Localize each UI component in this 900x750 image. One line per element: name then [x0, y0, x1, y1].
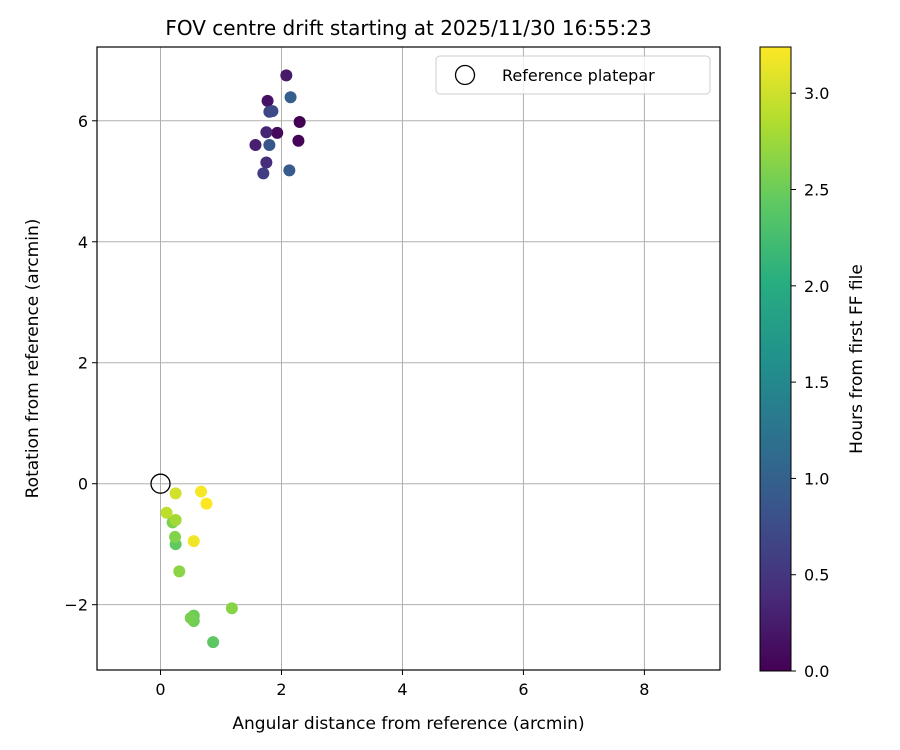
grid	[97, 47, 720, 670]
scatter-point	[169, 513, 182, 526]
legend-box	[435, 55, 711, 95]
colorbar-tick-label: 1.0	[804, 469, 829, 488]
y-tick-label: −2	[64, 596, 88, 615]
colorbar: 0.0 0.5 1.0 1.5 2.0 2.5 3.0 Hours from first F…	[759, 46, 867, 681]
scatter-points	[150, 69, 306, 649]
x-axis-label: Angular distance from reference (arcmin)	[232, 714, 584, 734]
y-tick-label: 2	[78, 354, 88, 373]
scatter-point	[187, 535, 200, 548]
y-axis: −2 0 2 4 6	[64, 112, 97, 615]
scatter-point	[293, 116, 306, 129]
colorbar-tick-label: 1.5	[804, 373, 829, 392]
scatter-point	[284, 91, 297, 104]
legend: Reference platepar	[435, 55, 711, 95]
scatter-point	[280, 69, 293, 82]
scatter-point	[195, 485, 208, 498]
plot-frame	[96, 46, 721, 671]
colorbar-gradient	[759, 46, 792, 672]
scatter-point	[292, 134, 305, 147]
scatter-point	[249, 138, 262, 151]
scatter-point	[260, 126, 273, 139]
scatter-point	[184, 611, 197, 624]
scatter-point	[173, 565, 186, 578]
scatter-point	[266, 105, 279, 118]
colorbar-tick-label: 0.0	[804, 662, 829, 681]
x-tick-label: 4	[397, 680, 407, 699]
colorbar-tick-label: 2.0	[804, 277, 829, 296]
scatter-point	[260, 156, 273, 169]
x-tick-label: 8	[639, 680, 649, 699]
scatter-point	[283, 164, 296, 177]
colorbar-tick-label: 3.0	[804, 84, 829, 103]
x-axis: 0 2 4 6 8	[155, 670, 649, 699]
scatter-point	[160, 506, 173, 519]
chart-title: FOV centre drift starting at 2025/11/30 …	[165, 16, 651, 40]
scatter-point	[207, 636, 220, 649]
x-tick-label: 2	[276, 680, 286, 699]
reference-platepar-marker	[150, 473, 171, 494]
y-axis-label: Rotation from reference (arcmin)	[23, 219, 43, 499]
y-tick-label: 0	[78, 475, 88, 494]
scatter-point	[261, 94, 274, 107]
colorbar-ticks: 0.0 0.5 1.0 1.5 2.0 2.5 3.0	[791, 84, 829, 681]
scatter-point	[200, 497, 213, 510]
y-tick-label: 6	[78, 112, 88, 131]
colorbar-tick-label: 2.5	[804, 181, 829, 200]
scatter-point	[225, 602, 238, 615]
scatter-point	[271, 126, 284, 139]
x-tick-label: 6	[518, 680, 528, 699]
scatter-point	[169, 530, 182, 543]
x-tick-label: 0	[155, 680, 165, 699]
scatter-point	[169, 487, 182, 500]
y-tick-label: 4	[78, 233, 88, 252]
colorbar-label: Hours from first FF file	[847, 264, 867, 454]
scatter-point	[263, 138, 276, 151]
legend-label: Reference platepar	[502, 66, 655, 85]
colorbar-tick-label: 0.5	[804, 566, 829, 585]
legend-marker	[454, 64, 476, 86]
scatter-point	[257, 167, 270, 180]
